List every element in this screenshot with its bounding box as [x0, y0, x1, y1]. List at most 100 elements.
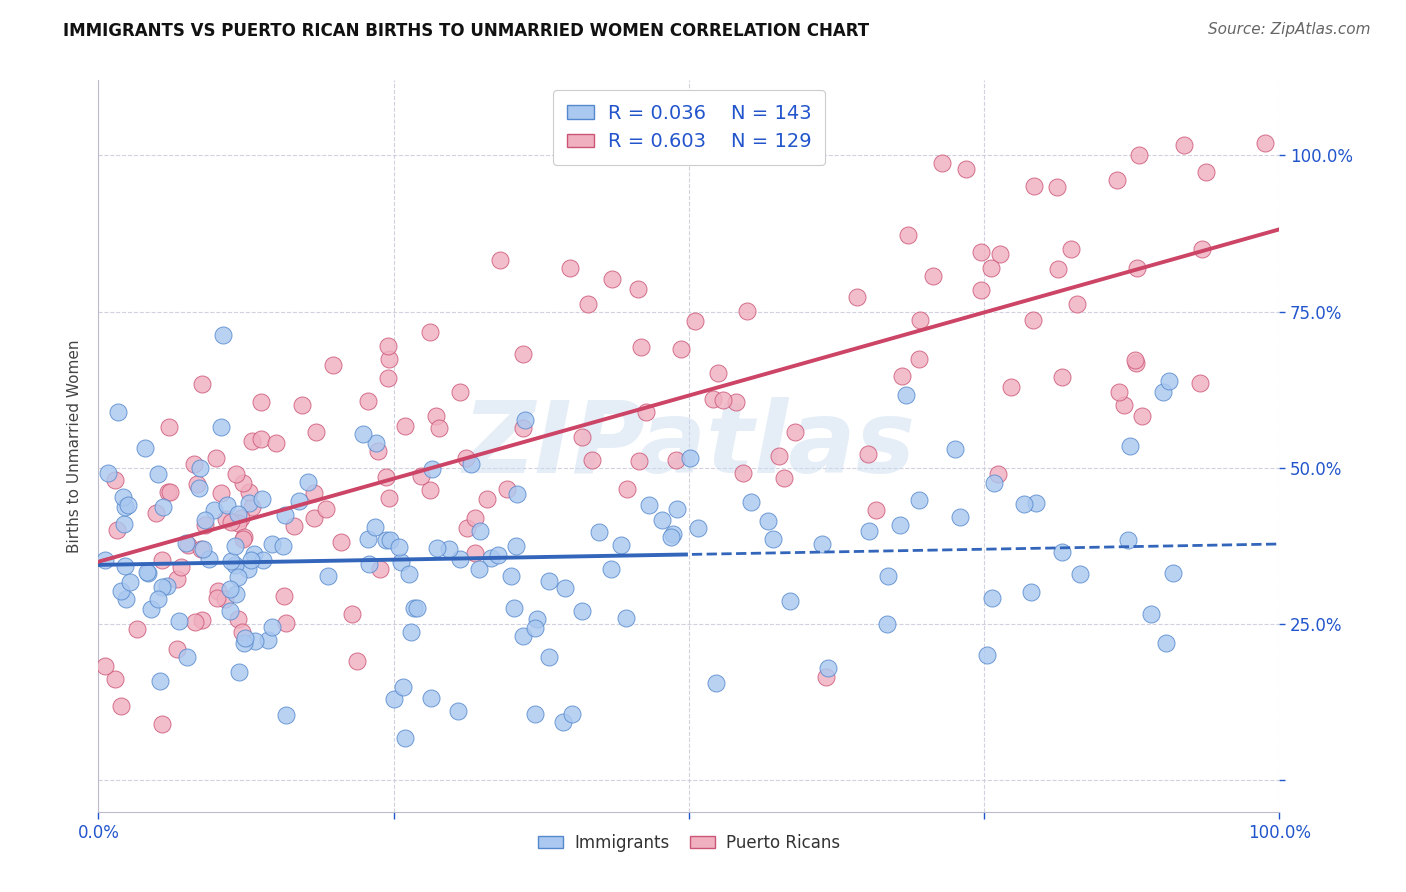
Point — [260, 619, 283, 633]
Point — [931, 156, 953, 170]
Point — [114, 592, 136, 607]
Point — [150, 717, 173, 731]
Point — [302, 511, 325, 525]
Point — [460, 457, 482, 471]
Point — [970, 245, 993, 260]
Text: IMMIGRANTS VS PUERTO RICAN BIRTHS TO UNMARRIED WOMEN CORRELATION CHART: IMMIGRANTS VS PUERTO RICAN BIRTHS TO UNM… — [63, 22, 869, 40]
Point — [686, 521, 709, 535]
Point — [315, 502, 337, 516]
Point — [467, 562, 489, 576]
Point — [561, 706, 583, 721]
Point — [921, 268, 943, 283]
Point — [877, 569, 900, 583]
Point — [553, 714, 575, 729]
Point — [232, 532, 254, 546]
Point — [1022, 313, 1045, 327]
Point — [392, 680, 415, 694]
Point — [1125, 353, 1147, 368]
Point — [150, 580, 173, 594]
Point — [506, 487, 529, 501]
Point — [815, 670, 838, 684]
Point — [1195, 165, 1218, 179]
Point — [1125, 356, 1147, 370]
Point — [1050, 370, 1073, 384]
Point — [125, 623, 148, 637]
Point — [706, 367, 728, 381]
Point — [981, 591, 1004, 605]
Point — [616, 482, 638, 496]
Point — [118, 575, 141, 590]
Point — [779, 594, 801, 608]
Point — [152, 500, 174, 515]
Point — [399, 625, 422, 640]
Point — [1060, 242, 1083, 256]
Point — [817, 660, 839, 674]
Point — [404, 601, 426, 615]
Point — [1000, 380, 1022, 394]
Point — [148, 673, 170, 688]
Point — [394, 731, 416, 746]
Point — [145, 506, 167, 520]
Point — [110, 698, 132, 713]
Point — [329, 534, 352, 549]
Point — [1130, 409, 1153, 423]
Point — [1188, 376, 1211, 391]
Point — [367, 444, 389, 458]
Point — [146, 592, 169, 607]
Point — [1108, 384, 1130, 399]
Point — [1152, 384, 1174, 399]
Point — [499, 569, 522, 583]
Point — [496, 482, 519, 496]
Point — [249, 433, 271, 447]
Point — [238, 496, 260, 510]
Point — [1126, 260, 1149, 275]
Point — [638, 498, 661, 512]
Point — [219, 515, 242, 529]
Point — [980, 260, 1002, 275]
Point — [167, 614, 190, 628]
Point — [858, 447, 880, 461]
Point — [908, 313, 931, 327]
Point — [600, 562, 623, 576]
Point — [610, 538, 633, 552]
Point — [489, 253, 512, 268]
Point — [571, 604, 593, 618]
Point — [238, 562, 260, 576]
Point — [205, 450, 228, 465]
Point — [1128, 147, 1150, 161]
Point — [176, 649, 198, 664]
Point — [134, 441, 156, 455]
Point — [225, 587, 247, 601]
Point — [636, 405, 658, 419]
Point — [756, 514, 779, 528]
Point — [225, 467, 247, 481]
Point — [388, 540, 411, 554]
Point — [229, 511, 252, 525]
Point — [104, 672, 127, 686]
Point — [177, 538, 200, 552]
Point — [683, 314, 706, 328]
Point — [470, 524, 492, 538]
Point — [437, 541, 460, 556]
Point — [232, 475, 254, 490]
Point — [368, 562, 391, 576]
Point — [374, 470, 396, 484]
Point — [207, 584, 229, 599]
Point — [456, 520, 478, 534]
Point — [107, 404, 129, 418]
Point — [512, 628, 534, 642]
Point — [377, 371, 399, 385]
Point — [135, 566, 157, 580]
Point — [111, 490, 134, 504]
Point — [302, 485, 325, 500]
Point — [464, 546, 486, 560]
Point — [976, 648, 998, 663]
Point — [456, 450, 478, 465]
Point — [662, 527, 685, 541]
Point — [94, 659, 117, 673]
Point — [389, 555, 412, 569]
Point — [346, 654, 368, 668]
Point — [240, 500, 263, 514]
Point — [1116, 533, 1139, 547]
Point — [1024, 179, 1046, 194]
